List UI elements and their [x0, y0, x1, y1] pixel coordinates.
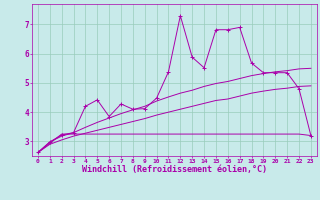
X-axis label: Windchill (Refroidissement éolien,°C): Windchill (Refroidissement éolien,°C) [82, 165, 267, 174]
